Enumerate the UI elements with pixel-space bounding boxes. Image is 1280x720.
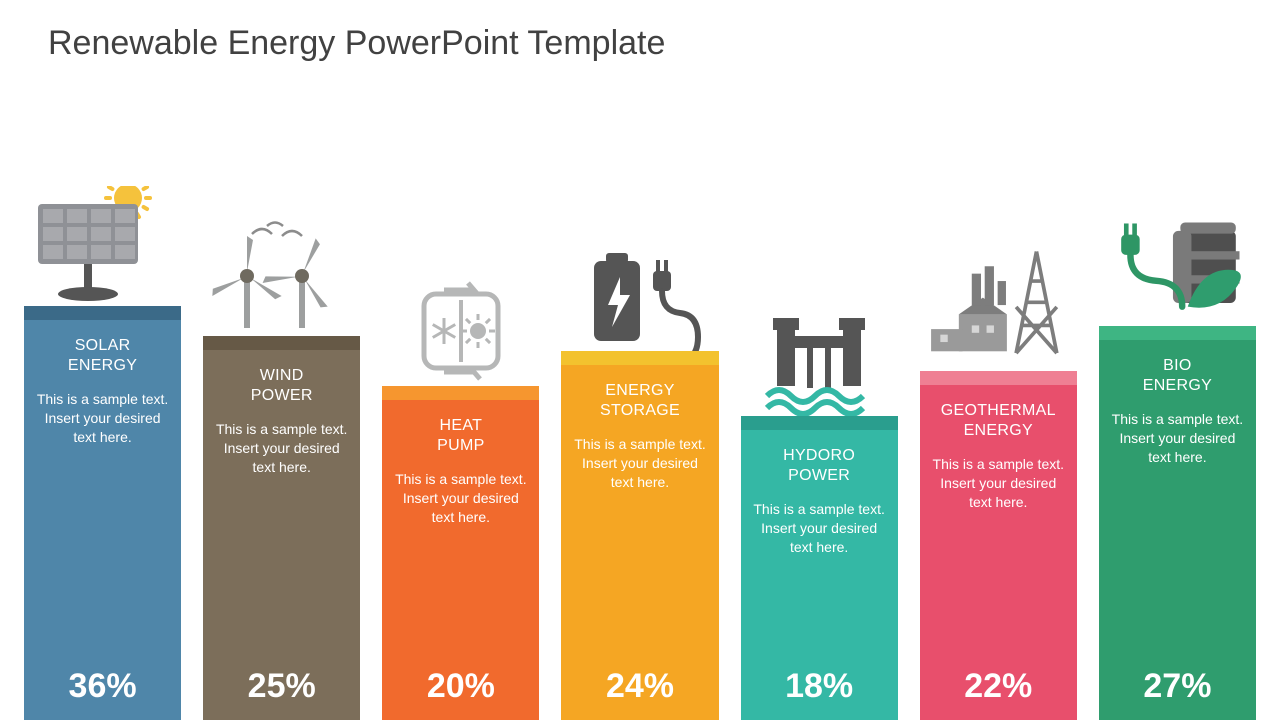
bar-wind: WIND POWER This is a sample text. Insert … (203, 336, 360, 720)
bar-percent: 25% (248, 657, 316, 706)
bar-solar: SOLAR ENERGY This is a sample text. Inser… (24, 306, 181, 720)
hydro-dam-icon (749, 306, 889, 416)
bar-desc: This is a sample text. Insert your desir… (751, 500, 888, 557)
bar-percent: 27% (1143, 657, 1211, 706)
bar-geo: GEOTHERMAL ENERGY This is a sample text. … (920, 371, 1077, 720)
wind-turbine-icon (207, 216, 357, 336)
geothermal-plant-icon (920, 241, 1077, 371)
bar-percent: 24% (606, 657, 674, 706)
bar-desc: This is a sample text. Insert your desir… (571, 435, 708, 492)
bar-desc: This is a sample text. Insert your desir… (213, 420, 350, 477)
bar-desc: This is a sample text. Insert your desir… (34, 390, 171, 447)
bar-battery: ENERGY STORAGE This is a sample text. Ins… (561, 351, 718, 720)
bar-hydro: HYDORO POWER This is a sample text. Inser… (741, 416, 898, 720)
bar-label: HEAT PUMP (392, 416, 529, 456)
bar-desc: This is a sample text. Insert your desir… (1109, 410, 1246, 467)
bar-label: SOLAR ENERGY (34, 336, 171, 376)
bar-label: HYDORO POWER (751, 446, 888, 486)
bar-percent: 18% (785, 657, 853, 706)
bar-percent: 36% (69, 657, 137, 706)
bar-heatpump: HEAT PUMP This is a sample text. Insert y… (382, 386, 539, 720)
bar-percent: 20% (427, 657, 495, 706)
bar-label: GEOTHERMAL ENERGY (930, 401, 1067, 441)
heat-pump-icon (406, 276, 516, 386)
bar-label: WIND POWER (213, 366, 350, 406)
battery-plug-icon (570, 241, 710, 351)
bar-label: BIO ENERGY (1109, 356, 1246, 396)
solar-panel-icon (28, 186, 178, 306)
bio-energy-icon (1099, 206, 1256, 326)
bar-percent: 22% (964, 657, 1032, 706)
bar-desc: This is a sample text. Insert your desir… (930, 455, 1067, 512)
bar-label: ENERGY STORAGE (571, 381, 708, 421)
energy-bar-chart: SOLAR ENERGY This is a sample text. Inser… (24, 110, 1256, 720)
bar-bio: BIO ENERGY This is a sample text. Insert … (1099, 326, 1256, 720)
page-title: Renewable Energy PowerPoint Template (48, 24, 665, 63)
bar-desc: This is a sample text. Insert your desir… (392, 470, 529, 527)
